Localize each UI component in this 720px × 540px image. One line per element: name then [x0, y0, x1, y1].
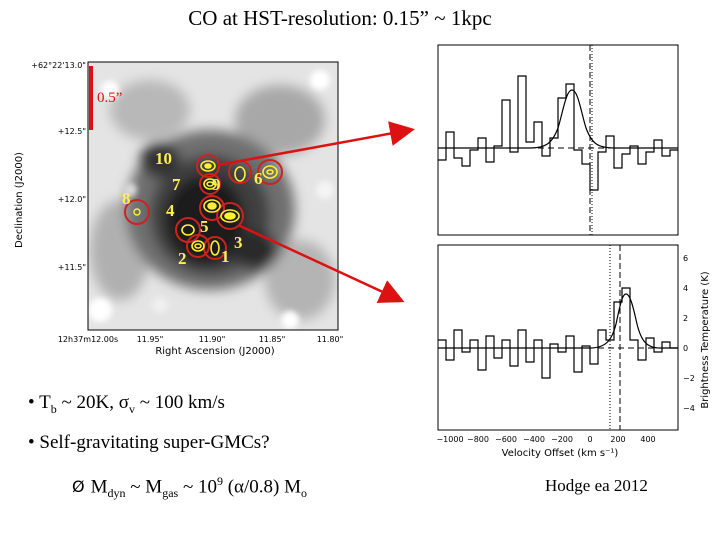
map-xtick: 11.85": [259, 335, 286, 344]
mass-sup-9: 9: [216, 474, 223, 488]
bullet-super-gmcs: • Self-gravitating super-GMCs?: [28, 432, 270, 454]
spectrum-bottom-gaussian-fit: [438, 293, 678, 349]
clump-circle: [199, 195, 225, 221]
spectrum-bottom-frame: [437, 244, 679, 431]
mass-mid2: ~ 10: [178, 476, 217, 498]
map-ytick: +62°22'13.0": [31, 61, 86, 70]
mass-sub-dyn: dyn: [107, 486, 126, 501]
bullet-marker: •: [28, 392, 35, 413]
map-ytick: +11.5": [58, 263, 86, 272]
spectrum-xlabel: Velocity Offset (km s⁻¹): [502, 448, 619, 459]
spectrum-top-frame: [437, 44, 679, 236]
bullet-text-mid: ~ 20K, σ: [56, 392, 129, 413]
bullet-marker: •: [28, 432, 35, 453]
map-xtick: 11.80": [317, 335, 344, 344]
mass-mid3: (α/0.8) M: [222, 476, 302, 498]
slide-title: CO at HST-resolution: 0.15” ~ 1kpc: [188, 6, 492, 30]
clump-circle: [124, 199, 150, 225]
bullet-sub-b: b: [50, 401, 57, 416]
map-ytick: +12.0": [58, 195, 86, 204]
map-ytick: +12.5": [58, 127, 86, 136]
spectrum-xtick: −200: [551, 435, 573, 444]
spectrum-y-ticks: 6 4 2 0 −2 −4: [683, 254, 695, 413]
spectrum-ytick: 6: [683, 254, 688, 263]
map-xtick: 11.95": [137, 335, 164, 344]
sub-bullet-arrow-icon: Ø: [72, 477, 85, 497]
spectrum-top-gaussian-fit: [438, 89, 678, 149]
spectrum-ytick: 4: [683, 284, 688, 293]
clump-labels: 10 7 9 6 8 4 5 3 2 1: [122, 149, 263, 268]
bullet-text-t: T: [39, 392, 51, 413]
spectrum-ytick: 0: [683, 344, 688, 353]
mass-sub-gas: gas: [162, 486, 179, 501]
citation: Hodge ea 2012: [545, 476, 648, 495]
bullet-brightness-dispersion: • Tb ~ 20K, σv ~ 100 km/s: [28, 392, 225, 417]
bullet-sub-v: v: [128, 401, 135, 416]
mass-mid1: ~ M: [125, 476, 163, 498]
clump-label: 9: [212, 175, 221, 194]
bullet-text: Self-gravitating super-GMCs?: [39, 432, 270, 453]
clump-label: 4: [166, 201, 175, 220]
co-map-figure: 0.5” +62°22'13.0" +12.5" +12.0" +11.5" 1…: [14, 61, 343, 357]
spectrum-xtick: −800: [467, 435, 489, 444]
scale-bar-label: 0.5”: [97, 90, 122, 106]
map-xtick: 11.90": [199, 335, 226, 344]
spectrum-xtick: 0: [587, 435, 592, 444]
spectrum-xtick: −400: [523, 435, 545, 444]
spectrum-ylabel: Brightness Temperature (K): [700, 271, 711, 408]
spectrum-xtick: −600: [495, 435, 517, 444]
map-ylabel: Declination (J2000): [14, 152, 25, 248]
map-xlabel: Right Ascension (J2000): [155, 346, 274, 357]
clump-circle: [186, 234, 210, 258]
clump-circle: [199, 173, 221, 195]
bullet-text-post: ~ 100 km/s: [134, 392, 225, 413]
mass-sub-o: o: [301, 486, 308, 501]
clump-label: 6: [254, 169, 263, 188]
clump-label: 7: [172, 175, 181, 194]
map-x-ticks: 12h37m12.00s 11.95" 11.90" 11.85" 11.80": [58, 335, 343, 344]
spectrum-top-histogram: [438, 75, 678, 191]
spectrum-x-ticks: −1000 −800 −600 −400 −200 0 200 400: [436, 435, 655, 444]
spectrum-ytick: −2: [683, 374, 695, 383]
spectrum-xtick: −1000: [436, 435, 463, 444]
spectrum-bottom-histogram: [438, 287, 678, 379]
spectrum-xtick: 200: [610, 435, 625, 444]
clump-label: 10: [155, 149, 172, 168]
clump-label: 2: [178, 249, 187, 268]
map-y-ticks: +62°22'13.0" +12.5" +12.0" +11.5": [31, 61, 86, 272]
bullet-mass-relation: Ø Mdyn ~ Mgas ~ 109 (α/0.8) Mo: [72, 474, 307, 501]
spectrum-ytick: 2: [683, 314, 688, 323]
mass-m: M: [90, 476, 108, 498]
map-xtick: 12h37m12.00s: [58, 335, 118, 344]
clump-circle: [216, 202, 244, 230]
clump-label: 5: [200, 217, 209, 236]
spectrum-xtick: 400: [640, 435, 655, 444]
clump-label: 8: [122, 189, 131, 208]
spectrum-ytick: −4: [683, 404, 695, 413]
co-spectra-figure: 6 4 2 0 −2 −4 Brightness Temperature (K)…: [436, 44, 711, 459]
clump-label: 3: [234, 233, 243, 252]
clump-label: 1: [221, 247, 230, 266]
